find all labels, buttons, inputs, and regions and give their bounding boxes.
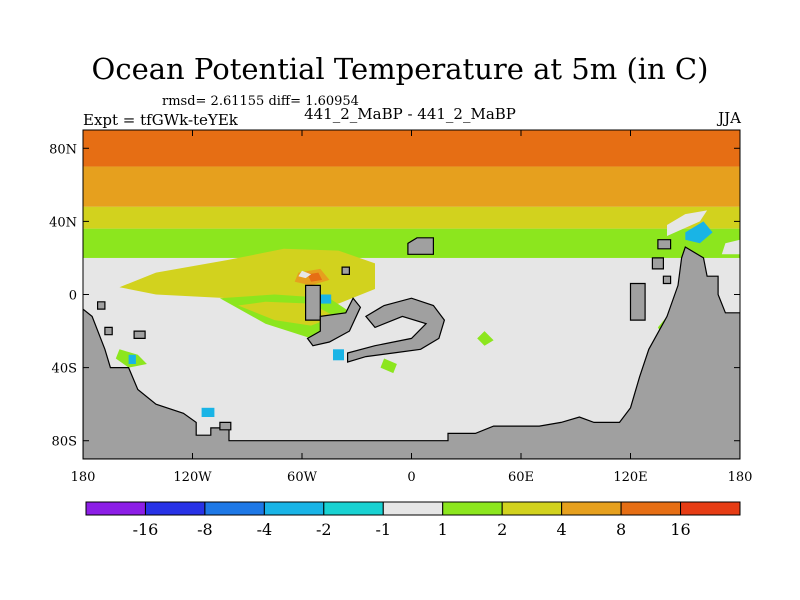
land-equatorial-island [305, 284, 321, 321]
plot-area [83, 130, 740, 459]
colorbar-swatch-1 [144, 501, 206, 516]
y-tick-label-3: 40S [52, 362, 77, 377]
land-central-continent [306, 297, 362, 347]
experiment-label: Expt = tfGWk-teYEk [83, 111, 238, 129]
land-antarctica [83, 246, 740, 459]
colorbar-swatch-9 [620, 501, 682, 516]
land-sw-islet-b [133, 330, 146, 339]
colorbar-swatch-4 [323, 501, 384, 516]
zonal-band-2 [83, 206, 740, 229]
colorbar-label-9: 16 [670, 520, 690, 539]
x-tick-label-1: 120W [173, 470, 212, 485]
anomaly-patch-8 [477, 331, 494, 346]
land-ring-continent [347, 297, 446, 363]
colorbar-label-2: -4 [257, 520, 273, 539]
land-sw-islet-a [104, 326, 113, 336]
colorbar-swatch-2 [204, 501, 265, 516]
land-north-continent [407, 237, 434, 255]
anomaly-patch-7 [380, 358, 397, 374]
y-tick-label-0: 80N [49, 142, 77, 157]
colorbar-label-5: 1 [438, 520, 448, 539]
anomaly-patch-13 [333, 349, 344, 361]
season-label: JJA [718, 109, 741, 127]
land-east-islet-d [662, 275, 672, 285]
land-nw-islet [341, 266, 350, 275]
colorbar-label-8: 8 [616, 520, 626, 539]
colorbar-swatch-0 [85, 501, 146, 516]
colorbar-label-7: 4 [557, 520, 567, 539]
zonal-band-1 [83, 166, 740, 207]
anomaly-patch-4 [307, 272, 323, 282]
x-tick-label-6: 180 [728, 470, 753, 485]
anomaly-patch-15 [201, 407, 215, 417]
x-tick-label-5: 120E [613, 470, 647, 485]
colorbar-label-3: -2 [316, 520, 332, 539]
colorbar-swatch-3 [263, 501, 325, 516]
x-tick-label-2: 60W [287, 470, 318, 485]
comparison-label: 441_2_MaBP - 441_2_MaBP [304, 105, 516, 123]
colorbar-swatch-6 [442, 501, 503, 516]
y-tick-label-4: 80S [52, 435, 77, 450]
colorbar: -16 -8 -4 -2 -1 1 2 4 8 16 [85, 501, 741, 539]
y-tick-label-2: 0 [69, 289, 77, 304]
x-tick-label-0: 180 [71, 470, 96, 485]
colorbar-swatch-7 [501, 501, 563, 516]
anomaly-patch-16 [298, 270, 312, 279]
colorbar-label-6: 2 [497, 520, 507, 539]
colorbar-swatch-10 [680, 501, 741, 516]
stats-text: rmsd= 2.61155 diff= 1.60954 [162, 94, 359, 109]
land-east-islet-a [629, 282, 646, 321]
land-east-islet-b [657, 239, 672, 250]
land-south-islet [219, 421, 232, 431]
x-tick-label-4: 60E [508, 470, 534, 485]
x-tick-label-3: 0 [407, 470, 415, 485]
anomaly-patch-14 [128, 354, 136, 364]
chart-title: Ocean Potential Temperature at 5m (in C) [91, 52, 709, 86]
land-east-islet-c [651, 257, 665, 270]
colorbar-swatch-8 [561, 501, 622, 516]
colorbar-label-0: -16 [133, 520, 159, 539]
colorbar-swatch-5 [382, 501, 444, 516]
colorbar-label-4: -1 [375, 520, 391, 539]
anomaly-patch-11 [721, 239, 740, 255]
colorbar-label-1: -8 [197, 520, 213, 539]
anomaly-patch-10 [667, 210, 708, 236]
y-tick-label-1: 40N [49, 215, 77, 230]
land-sw-islet-c [96, 301, 106, 310]
anomaly-patch-9 [685, 221, 713, 244]
axes: 180 120W 60W 0 60E 120E 180 80N 40N 0 40S 80S [49, 130, 752, 485]
anomaly-patch-12 [320, 294, 332, 304]
zonal-band-0 [83, 130, 740, 167]
